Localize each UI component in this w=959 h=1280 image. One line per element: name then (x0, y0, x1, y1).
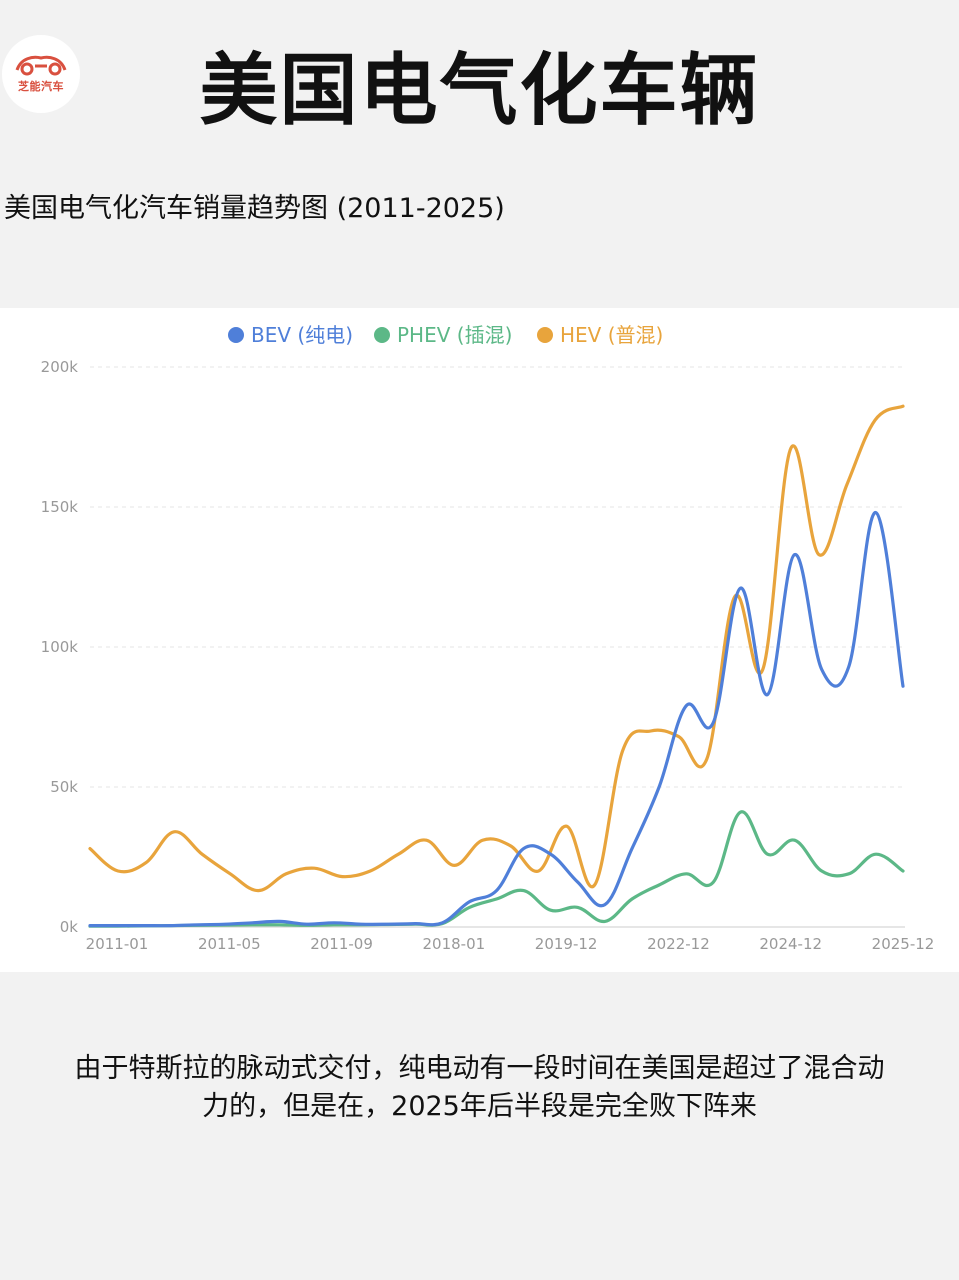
legend-marker-1 (374, 327, 390, 343)
x-tick-label: 2024-12 (759, 935, 822, 953)
y-tick-label: 100k (41, 638, 79, 656)
x-tick-label: 2025-12 (872, 935, 935, 953)
caption-line-2: 力的，但是在，2025年后半段是完全败下阵来 (202, 1091, 757, 1122)
x-tick-label: 2019-12 (535, 935, 598, 953)
series-line-1 (88, 810, 905, 928)
caption: 由于特斯拉的脉动式交付，纯电动有一段时间在美国是超过了混合动 力的，但是在，20… (0, 1050, 959, 1126)
x-tick-label: 2018-01 (423, 935, 486, 953)
legend-label-2: HEV (普混) (560, 323, 663, 347)
series-line-2 (88, 404, 905, 893)
y-tick-label: 200k (41, 358, 79, 376)
series-line-0 (88, 510, 905, 928)
x-tick-label: 2022-12 (647, 935, 710, 953)
legend-label-1: PHEV (插混) (397, 323, 512, 347)
x-tick-label: 2011-05 (198, 935, 261, 953)
sales-line-chart: 0k 50k 100k 150k 200k 2011-01 2011-05 2011-09 20… (41, 323, 935, 953)
chart-panel: 0k 50k 100k 150k 200k 2011-01 2011-05 2011-09 20… (0, 308, 959, 972)
brand-logo: 芝能汽车 (2, 35, 80, 113)
y-tick-label: 150k (41, 498, 79, 516)
legend-marker-2 (537, 327, 553, 343)
legend-marker-0 (228, 327, 244, 343)
car-logo-icon (15, 55, 67, 76)
caption-line-1: 由于特斯拉的脉动式交付，纯电动有一段时间在美国是超过了混合动 (74, 1053, 885, 1084)
chart-subtitle: 美国电气化汽车销量趋势图 (2011-2025) (4, 193, 505, 224)
logo-text: 芝能汽车 (18, 80, 64, 93)
page-title: 美国电气化车辆 (199, 46, 760, 136)
x-tick-label: 2011-01 (86, 935, 149, 953)
y-tick-label: 0k (60, 918, 79, 936)
x-tick-label: 2011-09 (310, 935, 373, 953)
legend-label-0: BEV (纯电) (251, 323, 353, 347)
y-tick-label: 50k (50, 778, 78, 796)
